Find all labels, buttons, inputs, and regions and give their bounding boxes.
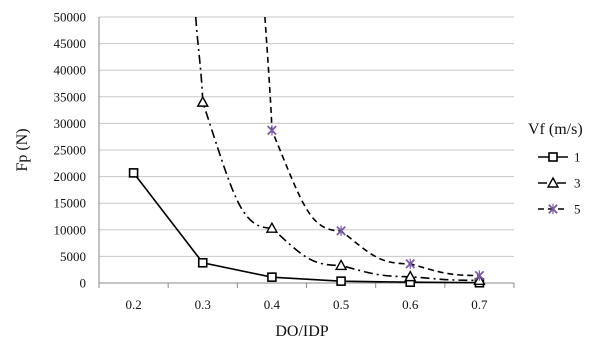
legend-label: 3 (574, 176, 581, 191)
y-axis-label: Fp (N) (14, 128, 31, 171)
data-point (475, 270, 483, 280)
y-tick-label: 30000 (54, 116, 87, 131)
series-line (196, 17, 480, 280)
data-point (268, 125, 276, 135)
axes (99, 17, 514, 288)
data-point (548, 178, 558, 187)
x-tick-label: 0.2 (125, 297, 141, 312)
legend-entry-1: 1 (538, 150, 581, 165)
data-point (337, 226, 345, 236)
legend-label: 5 (574, 202, 581, 217)
data-point (337, 277, 345, 285)
series-3 (196, 17, 485, 284)
y-tick-labels: 0 5000 10000 15000 20000 25000 30000 35000 40000… (54, 10, 87, 291)
series-group (130, 17, 485, 287)
x-tick-labels: 0.2 0.3 0.4 0.5 0.6 0.7 (125, 297, 488, 312)
gridlines (99, 17, 514, 256)
x-tick-label: 0.3 (195, 297, 211, 312)
y-tick-label: 15000 (54, 196, 87, 211)
legend-entry-3: 3 (538, 176, 581, 191)
legend-title: Vf (m/s) (528, 121, 583, 138)
x-axis-label: DO/IDP (275, 323, 328, 340)
x-tick-label: 0.6 (402, 297, 419, 312)
legend: Vf (m/s) 1 3 5 (528, 121, 583, 217)
y-tick-label: 40000 (54, 63, 87, 78)
data-point (130, 169, 138, 177)
data-point (549, 153, 557, 161)
y-tick-label: 45000 (54, 36, 87, 51)
series-line (265, 17, 480, 276)
y-tick-label: 0 (80, 276, 87, 291)
data-point (198, 97, 208, 106)
y-tick-label: 20000 (54, 169, 87, 184)
data-point (199, 259, 207, 267)
x-tick-label: 0.5 (333, 297, 349, 312)
y-tick-label: 25000 (54, 143, 87, 158)
series-line (134, 173, 480, 283)
legend-entry-5: 5 (538, 202, 581, 217)
series-5 (265, 17, 484, 281)
data-point (406, 259, 414, 269)
y-tick-label: 5000 (60, 249, 86, 264)
data-point (336, 260, 346, 269)
y-tick-label: 35000 (54, 89, 87, 104)
legend-label: 1 (574, 150, 581, 165)
x-tick-label: 0.4 (264, 297, 281, 312)
data-point (268, 273, 276, 281)
y-tick-label: 50000 (54, 10, 87, 25)
x-tick-label: 0.7 (471, 297, 488, 312)
y-tick-label: 10000 (54, 222, 87, 237)
